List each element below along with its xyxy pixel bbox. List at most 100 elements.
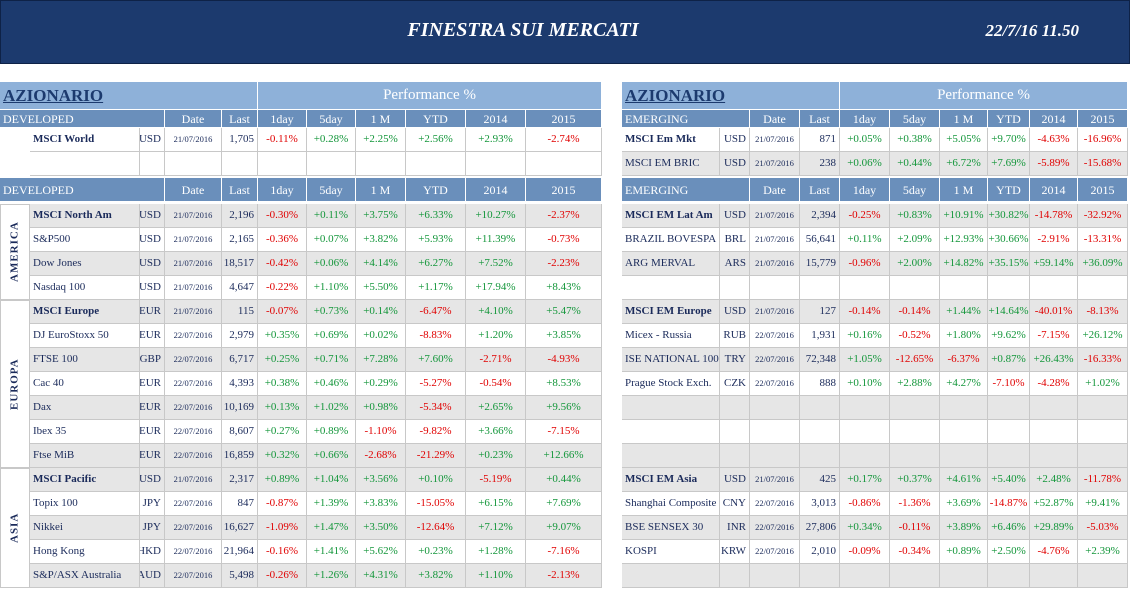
performance: +1.26% (307, 564, 356, 588)
empty-cell (840, 276, 890, 300)
date: 21/07/2016 (750, 228, 800, 252)
performance: -16.33% (1078, 348, 1128, 372)
empty-cell (356, 152, 406, 176)
performance: +4.10% (466, 300, 526, 324)
performance: -0.14% (840, 300, 890, 324)
currency: USD (140, 276, 165, 300)
empty-cell (800, 444, 840, 468)
performance: -7.15% (1030, 324, 1078, 348)
performance: +4.61% (940, 468, 988, 492)
index-name: Prague Stock Exch. (622, 372, 720, 396)
last-value: 425 (800, 468, 840, 492)
performance: +0.38% (258, 372, 307, 396)
last-value: 2,196 (222, 204, 258, 228)
performance: +1.80% (940, 324, 988, 348)
empty-cell (940, 276, 988, 300)
performance: +9.62% (988, 324, 1030, 348)
column-header: 2015 (1078, 110, 1128, 128)
performance: +3.50% (356, 516, 406, 540)
performance: +9.07% (526, 516, 602, 540)
performance: -0.11% (890, 516, 940, 540)
performance: -0.96% (840, 252, 890, 276)
column-header: 1 M (356, 110, 406, 128)
performance: +2.25% (356, 128, 406, 152)
currency: USD (720, 468, 750, 492)
empty-cell (800, 420, 840, 444)
performance: +7.69% (988, 152, 1030, 176)
currency: INR (720, 516, 750, 540)
empty-cell (622, 564, 720, 588)
last-value: 127 (800, 300, 840, 324)
column-header: 1 M (940, 110, 988, 128)
performance: +0.89% (940, 540, 988, 564)
empty-cell (307, 152, 356, 176)
performance: -4.76% (1030, 540, 1078, 564)
performance: -7.16% (526, 540, 602, 564)
performance: +26.43% (1030, 348, 1078, 372)
date: 21/07/2016 (750, 204, 800, 228)
currency: JPY (140, 492, 165, 516)
column-header: Last (800, 178, 840, 202)
index-name: MSCI EM Lat Am (622, 204, 720, 228)
performance: -15.05% (406, 492, 466, 516)
performance: +9.41% (1078, 492, 1128, 516)
performance: -0.26% (258, 564, 307, 588)
performance: -0.07% (258, 300, 307, 324)
performance: -0.30% (258, 204, 307, 228)
performance: +5.47% (526, 300, 602, 324)
last-value: 3,013 (800, 492, 840, 516)
index-name: MSCI EM Asia (622, 468, 720, 492)
currency: USD (720, 204, 750, 228)
column-header: Date (750, 110, 800, 128)
performance: -5.89% (1030, 152, 1078, 176)
performance: +11.39% (466, 228, 526, 252)
header-bar: FINESTRA SUI MERCATI 22/7/16 11.50 (0, 0, 1130, 64)
currency: HKD (140, 540, 165, 564)
performance: -0.11% (258, 128, 307, 152)
index-name: Dax (30, 396, 140, 420)
performance-title: Performance % (258, 82, 602, 110)
empty-cell (526, 152, 602, 176)
index-name: MSCI Pacific (30, 468, 140, 492)
performance: +0.73% (307, 300, 356, 324)
performance: +3.83% (356, 492, 406, 516)
performance: +10.91% (940, 204, 988, 228)
performance: +0.23% (466, 444, 526, 468)
column-header: 2015 (526, 110, 602, 128)
performance: +3.66% (466, 420, 526, 444)
currency: GBP (140, 348, 165, 372)
performance: +1.41% (307, 540, 356, 564)
performance: -4.93% (526, 348, 602, 372)
performance: +6.33% (406, 204, 466, 228)
performance: +0.06% (307, 252, 356, 276)
performance: -2.74% (526, 128, 602, 152)
table-title: AZIONARIO (622, 82, 840, 110)
performance: +2.00% (890, 252, 940, 276)
empty-cell (1030, 420, 1078, 444)
performance: +7.52% (466, 252, 526, 276)
performance: +5.40% (988, 468, 1030, 492)
index-name: BRAZIL BOVESPA (622, 228, 720, 252)
last-value: 1,705 (222, 128, 258, 152)
performance: +1.02% (1078, 372, 1128, 396)
last-value: 15,779 (800, 252, 840, 276)
performance: -0.36% (258, 228, 307, 252)
index-name: FTSE 100 (30, 348, 140, 372)
empty-cell (30, 152, 140, 176)
empty-cell (622, 396, 720, 420)
section-label: DEVELOPED (0, 110, 165, 128)
column-header: 1 M (940, 178, 988, 202)
empty-cell (1078, 276, 1128, 300)
column-header: 2015 (526, 178, 602, 202)
column-header: 2014 (1030, 178, 1078, 202)
currency: CZK (720, 372, 750, 396)
performance: +1.47% (307, 516, 356, 540)
empty-cell (750, 564, 800, 588)
performance: +6.15% (466, 492, 526, 516)
last-value: 5,498 (222, 564, 258, 588)
last-value: 1,931 (800, 324, 840, 348)
performance: +2.48% (1030, 468, 1078, 492)
performance: -0.22% (258, 276, 307, 300)
performance: +6.46% (988, 516, 1030, 540)
table-title: AZIONARIO (0, 82, 258, 110)
